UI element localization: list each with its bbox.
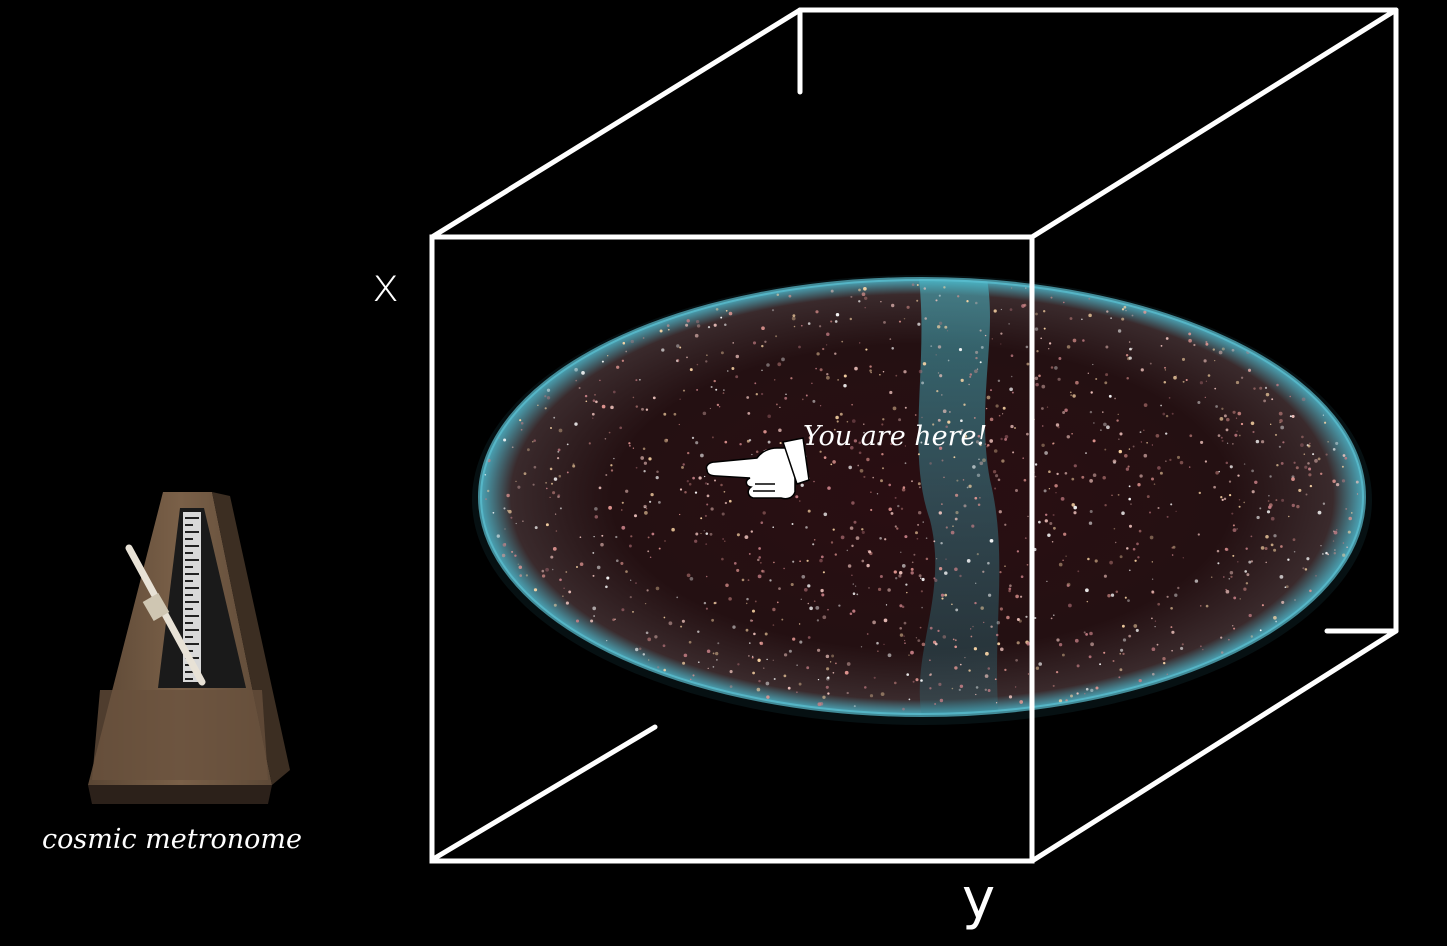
sky-map xyxy=(472,275,1372,725)
pointing-hand-icon xyxy=(705,437,810,500)
cube-back-edges xyxy=(432,7,1399,861)
galaxy-field xyxy=(484,283,1359,711)
you-are-here-label: You are here! xyxy=(803,421,988,452)
metronome-icon xyxy=(88,492,290,804)
cube-front-edges xyxy=(429,7,1398,864)
axis-x-label: x xyxy=(372,258,400,312)
axis-y-label: y xyxy=(962,867,996,932)
metronome-caption: cosmic metronome xyxy=(42,824,302,855)
